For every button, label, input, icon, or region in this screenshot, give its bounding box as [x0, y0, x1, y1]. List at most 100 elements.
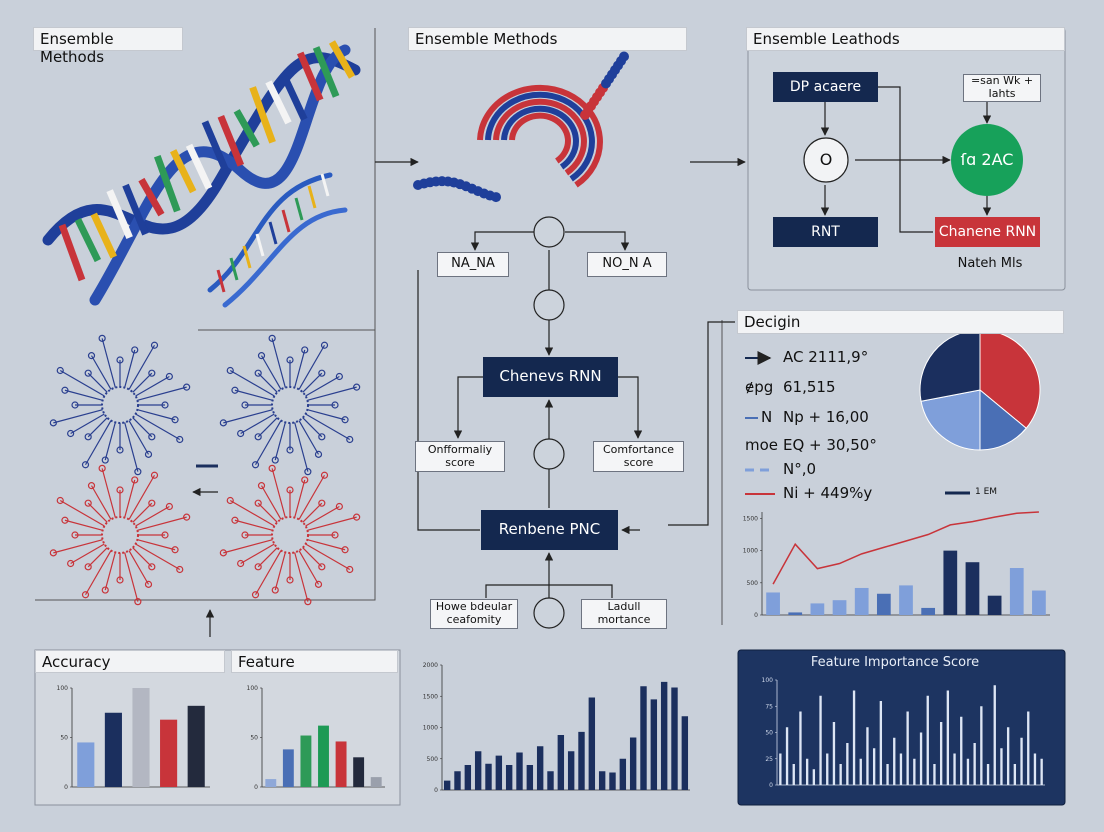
- molecule-bond: [128, 474, 156, 520]
- molecule-atom: [254, 499, 262, 507]
- y-tick-label: 1000: [743, 548, 758, 555]
- chart-title: Feature Importance Score: [811, 655, 979, 670]
- molecule-atom: [176, 435, 184, 444]
- bar: [1033, 753, 1037, 785]
- molecule-bond: [234, 519, 273, 531]
- bar: [300, 735, 312, 787]
- molecule-atom: [257, 352, 266, 360]
- molecule-bond: [294, 552, 309, 602]
- y-tick-label: 0: [434, 787, 438, 794]
- molecule-bond: [137, 386, 187, 401]
- bar: [799, 711, 802, 785]
- molecule-bond: [128, 420, 150, 455]
- molecule-atom: [219, 549, 227, 557]
- node-label: ſɑ 2AC: [960, 149, 1014, 169]
- bar: [993, 685, 996, 785]
- legend-label: 61,515: [783, 378, 836, 396]
- dna-rung: [106, 189, 133, 239]
- molecule-bond: [298, 420, 320, 455]
- bar: [443, 780, 451, 790]
- molecule-bond: [234, 389, 273, 401]
- molecule-ring: [271, 386, 309, 424]
- node: [803, 137, 849, 183]
- y-tick-label: 75: [765, 703, 773, 710]
- bar: [370, 777, 382, 787]
- protein-coil: [509, 112, 571, 164]
- molecule-bond: [223, 539, 273, 554]
- flow-box: Onfformaliy score: [415, 441, 505, 472]
- dna-rung: [185, 143, 213, 190]
- molecule-atom: [286, 356, 294, 364]
- dna-rung: [294, 197, 304, 221]
- molecule-bond: [302, 372, 323, 393]
- bar: [812, 769, 816, 785]
- molecule-bond: [124, 349, 136, 388]
- molecule-bond: [132, 502, 153, 523]
- molecule-atom: [346, 435, 354, 444]
- arrow: [618, 376, 643, 439]
- molecule-bond: [87, 547, 108, 568]
- bar: [265, 779, 277, 787]
- molecule-atom: [84, 433, 92, 441]
- molecule-atom: [56, 496, 64, 505]
- line: [878, 86, 933, 233]
- legend-markers: [745, 351, 970, 495]
- dna-rung: [90, 212, 117, 259]
- molecule-atom: [335, 502, 343, 511]
- dna-rung: [229, 257, 239, 281]
- molecule-atom: [116, 356, 124, 364]
- molecule-bond: [305, 375, 340, 397]
- pie-slice: [920, 389, 981, 451]
- molecule-atom: [335, 372, 343, 381]
- bar: [893, 737, 896, 785]
- dna-rung: [320, 173, 330, 197]
- molecule-atom: [98, 464, 106, 472]
- molecule-bond: [257, 502, 278, 523]
- molecule-atom: [304, 598, 312, 606]
- molecule-bond: [132, 372, 153, 393]
- y-tick-label: 100: [247, 685, 259, 692]
- dna-rung: [268, 221, 278, 245]
- molecule-ring: [101, 516, 139, 554]
- frame: [35, 329, 376, 601]
- bar: [943, 550, 958, 615]
- molecule-bond: [137, 409, 176, 421]
- legend-prefix: ɇpg: [745, 378, 774, 396]
- flow-box: Renbene PNC: [481, 510, 618, 550]
- bar: [846, 743, 849, 785]
- molecule-atom: [81, 461, 90, 469]
- bar: [939, 722, 943, 785]
- legend-key: 1 EM: [975, 487, 998, 497]
- molecule-atom: [183, 513, 191, 521]
- molecule-bond: [90, 485, 112, 520]
- bar: [485, 763, 492, 790]
- bar: [1009, 568, 1024, 615]
- molecule-bond: [53, 409, 103, 424]
- bar: [567, 751, 575, 790]
- molecule-atom: [301, 346, 309, 354]
- legend-prefix: N: [761, 408, 773, 426]
- bar: [474, 751, 482, 790]
- bar: [629, 737, 637, 790]
- molecule-bond: [59, 369, 105, 397]
- molecule-atom: [320, 471, 329, 479]
- molecule-atom: [257, 482, 266, 490]
- dna-rung: [122, 183, 149, 236]
- molecule-atom: [237, 559, 245, 568]
- bar: [832, 600, 847, 615]
- molecule-atom: [144, 450, 153, 458]
- bar: [547, 771, 554, 790]
- bar: [104, 712, 122, 787]
- molecule-atom: [341, 416, 349, 424]
- molecule-bond: [70, 543, 105, 565]
- molecule-bond: [307, 539, 346, 551]
- molecule-atom: [56, 366, 64, 375]
- flow-lines: [192, 86, 992, 637]
- molecule-bond: [132, 417, 153, 438]
- molecule-atom: [161, 401, 169, 409]
- molecule-bond: [87, 417, 108, 438]
- molecule-bond: [64, 389, 103, 401]
- molecule-bond: [137, 516, 187, 531]
- molecule-atom: [318, 433, 326, 441]
- molecule-bond: [305, 505, 340, 527]
